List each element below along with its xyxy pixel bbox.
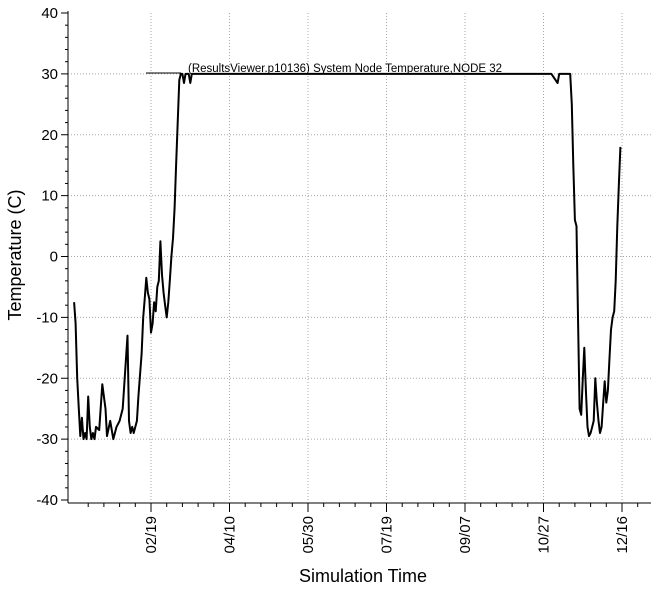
y-tick-label: 0	[50, 249, 58, 266]
x-tick-label: 07/19	[379, 516, 396, 554]
series-layer	[73, 72, 622, 441]
y-tick-label: 40	[41, 5, 58, 22]
y-tick-label: 30	[41, 66, 58, 83]
legend-label: (ResultsViewer.p10136) System Node Tempe…	[188, 63, 502, 75]
x-axis-title: Simulation Time	[299, 566, 427, 586]
x-tick-label: 09/07	[457, 516, 474, 554]
x-tick-label: 10/27	[536, 516, 553, 554]
y-tick-label: 10	[41, 188, 58, 205]
y-tick-label: -40	[36, 492, 58, 509]
y-tick-label: 20	[41, 127, 58, 144]
x-tick-label: 05/30	[300, 516, 317, 554]
x-axis-ticks: 02/19 04/10 05/30 07/19 09/07 10/27 12/16	[87, 503, 639, 554]
x-tick-label: 02/19	[143, 516, 160, 554]
y-tick-label: -10	[36, 309, 58, 326]
y-axis-title: Temperature (C)	[5, 189, 25, 320]
y-axis-ticks: -40 -30 -20 -10 0 10 20 30 40	[36, 5, 68, 509]
x-tick-label: 12/16	[614, 516, 631, 554]
legend: (ResultsViewer.p10136) System Node Tempe…	[146, 63, 502, 75]
x-tick-label: 04/10	[222, 516, 239, 554]
series-line-0	[73, 72, 622, 441]
grid-lines	[68, 13, 651, 500]
y-tick-label: -30	[36, 431, 58, 448]
y-tick-label: -20	[36, 370, 58, 387]
